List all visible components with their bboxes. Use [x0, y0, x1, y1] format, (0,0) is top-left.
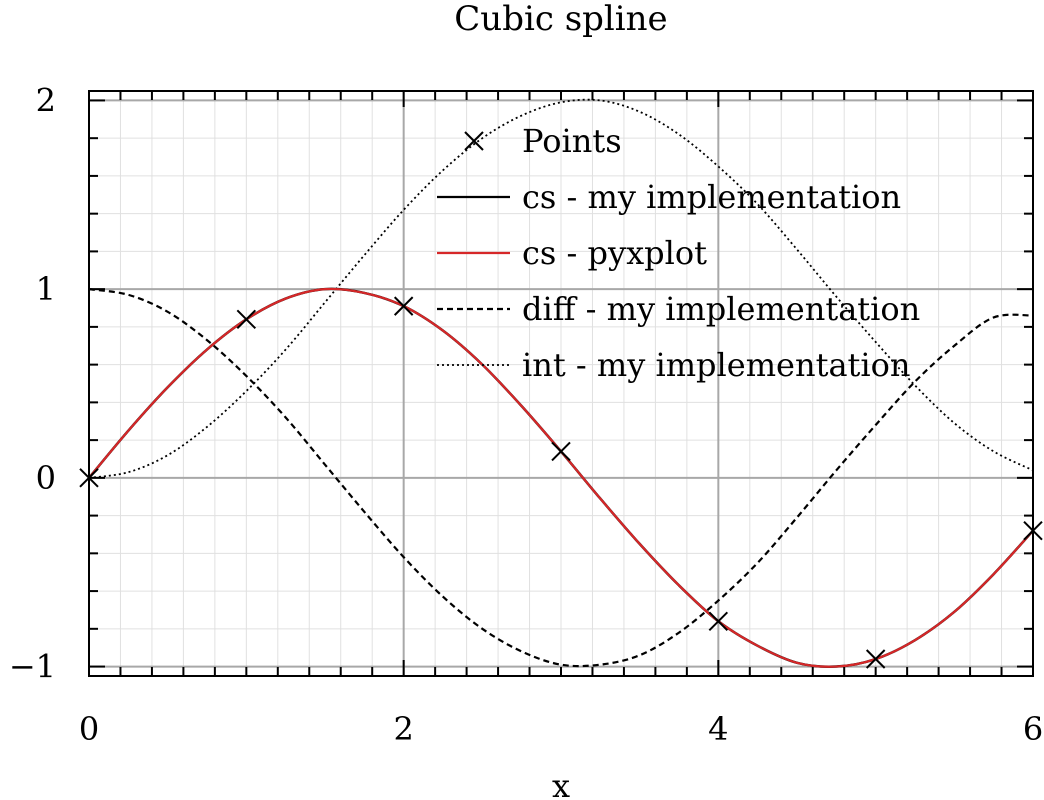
data-point-marker: [236, 309, 257, 330]
chart-title: Cubic spline: [454, 0, 667, 39]
point-marker-stroke: [393, 296, 414, 316]
axis-ticks: [88, 91, 1034, 676]
point-marker-stroke: [236, 309, 257, 330]
data-point-marker: [393, 296, 414, 316]
legend-label: int - my implementation: [522, 346, 910, 384]
legend-item: cs - my implementation: [437, 178, 901, 216]
x-tick-label: 6: [1023, 710, 1043, 748]
legend-item: diff - my implementation: [437, 290, 920, 328]
y-tick-label: 0: [36, 459, 56, 497]
series-diff-my-implementation: [88, 288, 1034, 668]
legend-label: cs - my implementation: [522, 178, 901, 216]
x-tick-label: 4: [708, 710, 728, 748]
point-marker-stroke: [551, 441, 571, 462]
data-point-marker: [551, 441, 571, 462]
legend-label: diff - my implementation: [522, 290, 920, 328]
legend-label: cs - pyxplot: [522, 234, 707, 272]
y-tick-label: 1: [36, 270, 56, 308]
legend-item: Points: [464, 122, 622, 160]
tick-labels: 0 2 4 6 −1 0 1 2: [9, 81, 1043, 748]
y-tick-label: 2: [36, 81, 56, 119]
data-point-marker: [865, 649, 886, 669]
minor-grid: [89, 91, 1033, 676]
x-tick-label: 2: [393, 710, 413, 748]
x-axis-label: x: [552, 767, 570, 800]
legend-item: int - my implementation: [437, 346, 910, 384]
legend-label: Points: [522, 122, 622, 160]
x-tick-label: 0: [79, 710, 99, 748]
series-int-my-implementation: [88, 98, 1034, 479]
legend-marker-x: [464, 131, 484, 151]
legend: Points cs - my implementation cs - pyxplot…: [437, 122, 920, 384]
point-marker-stroke: [865, 649, 886, 669]
y-tick-label: −1: [9, 648, 56, 686]
point-marker-stroke: [708, 611, 729, 631]
data-point-marker: [708, 611, 729, 631]
legend-item: cs - pyxplot: [437, 234, 707, 272]
